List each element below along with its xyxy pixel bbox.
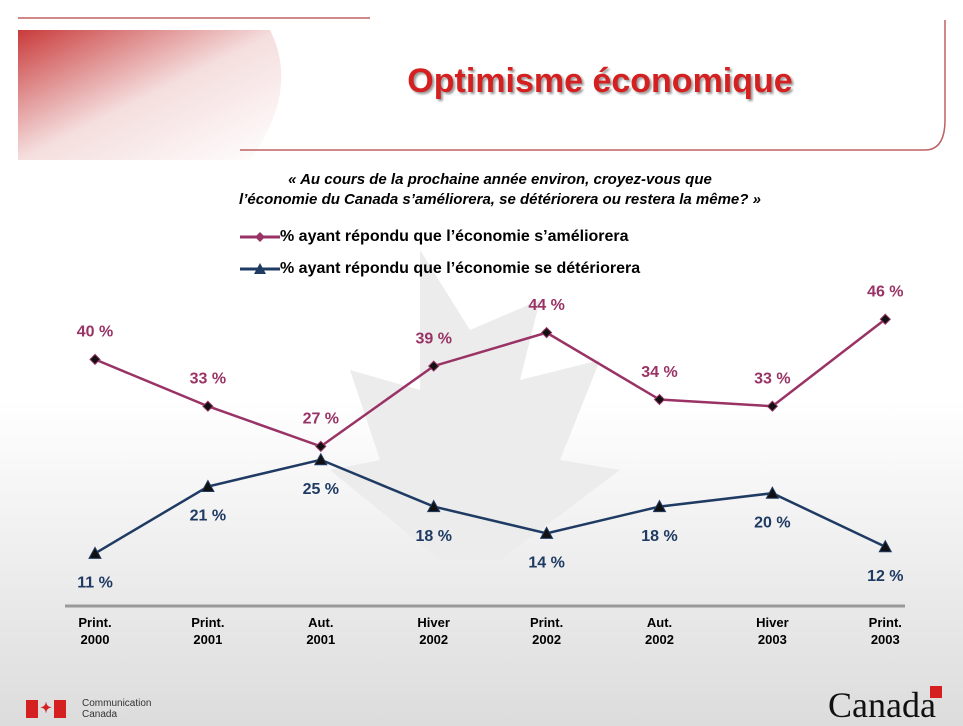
data-label: 20 % (754, 514, 790, 531)
marker (313, 452, 328, 466)
x-tick-label: Print. 2003 (868, 615, 902, 647)
data-label: 12 % (867, 568, 903, 585)
data-label: 39 % (415, 330, 451, 347)
chart-title: Optimisme économique (407, 62, 793, 100)
series-line (94, 318, 887, 448)
x-tick-label: Hiver 2002 (417, 615, 450, 647)
x-tick-label: Hiver 2003 (756, 615, 789, 647)
wordmark: Canada (828, 685, 936, 725)
data-label: 21 % (190, 508, 226, 525)
marker (878, 539, 893, 553)
x-tick-label: Aut. 2002 (645, 615, 674, 647)
chart-subtitle: « Au cours de la prochaine année environ… (239, 171, 761, 208)
x-tick-label: Print. 2000 (78, 615, 112, 647)
data-label: 44 % (528, 297, 564, 314)
data-label: 46 % (867, 283, 903, 300)
svg-text:✦: ✦ (40, 700, 52, 716)
data-label: 33 % (754, 370, 790, 387)
x-tick-label: Aut. 2001 (306, 615, 336, 647)
marker (89, 353, 101, 366)
data-label: 40 % (77, 324, 113, 341)
marker (201, 479, 215, 493)
x-tick-label: Print. 2002 (529, 615, 564, 647)
data-label: 11 % (77, 575, 113, 592)
marker (652, 499, 667, 513)
data-label: 18 % (641, 528, 677, 545)
marker (540, 326, 553, 339)
marker (653, 393, 666, 406)
legend-swatch (240, 232, 280, 242)
marker (879, 313, 892, 325)
marker (427, 360, 440, 372)
marker (315, 440, 327, 453)
legend-label: % ayant répondu que l’économie s’amélior… (280, 228, 629, 245)
legend-swatch (240, 263, 280, 274)
marker (539, 526, 554, 539)
data-label: 33 % (190, 370, 226, 387)
marker (88, 546, 102, 559)
data-label: 25 % (303, 481, 339, 498)
legend-item: % ayant répondu que l’économie s’amélior… (240, 228, 629, 246)
data-label: 18 % (415, 528, 451, 545)
department-name: Communication Canada (82, 698, 152, 720)
legend-label: % ayant répondu que l’économie se détéri… (280, 260, 641, 277)
series-line (94, 458, 886, 555)
x-tick-label: Print. 2001 (191, 615, 225, 647)
marker (765, 486, 780, 499)
marker (426, 499, 441, 513)
marker (202, 400, 214, 412)
data-label: 27 % (303, 411, 339, 428)
data-label: 34 % (641, 364, 677, 381)
marker (766, 400, 779, 412)
legend-item: % ayant répondu que l’économie se détéri… (240, 260, 640, 278)
data-label: 14 % (528, 555, 564, 572)
